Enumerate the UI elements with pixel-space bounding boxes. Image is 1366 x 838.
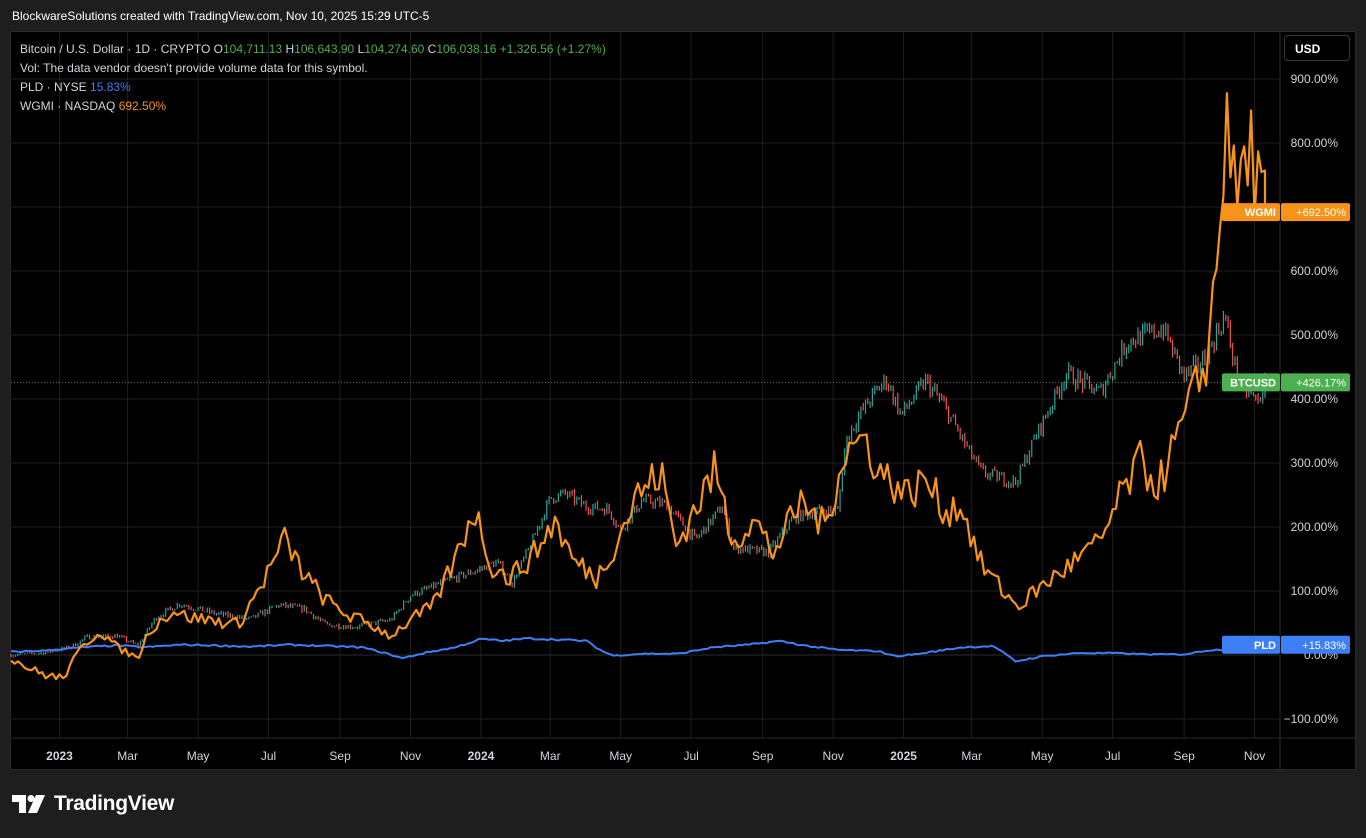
y-tick-label: 800.00%	[1291, 136, 1339, 150]
x-tick-label: 2024	[468, 749, 495, 763]
change-value: +1,326.56 (+1.27%)	[499, 42, 606, 56]
x-tick-label: Nov	[1244, 749, 1265, 763]
x-tick-label: May	[187, 749, 210, 763]
btc-badge-tag-bg	[1222, 373, 1280, 392]
y-tick-label: 300.00%	[1291, 456, 1339, 470]
x-tick-label: May	[609, 749, 632, 763]
x-tick-label: May	[1031, 749, 1054, 763]
tradingview-logo-icon	[12, 795, 45, 813]
grid-lines	[11, 32, 1355, 769]
x-tick-label: Mar	[117, 749, 138, 763]
wgmi-badge-tag-bg	[1222, 203, 1280, 222]
symbol-title: Bitcoin / U.S. Dollar · 1D · CRYPTO	[20, 42, 211, 56]
x-tick-label: Nov	[400, 749, 421, 763]
chart-caption: BlockwareSolutions created with TradingV…	[12, 9, 430, 23]
x-tick-label: Jul	[683, 749, 698, 763]
y-tick-label: 500.00%	[1291, 328, 1339, 342]
y-axis: 900.00% 800.00% 600.00% 500.00% 400.00% 300.0…	[1284, 72, 1339, 726]
y-tick-label: 100.00%	[1291, 584, 1339, 598]
wgmi-badge-value-bg	[1281, 203, 1350, 222]
x-tick-label: Sep	[752, 749, 774, 763]
pld-value: 15.83%	[90, 80, 131, 94]
tradingview-logo[interactable]: TradingView	[12, 792, 174, 816]
x-axis: 2023 Mar May Jul Sep Nov 2024 Mar May Jul Sep Nov 20…	[46, 749, 1265, 763]
wgmi-label: WGMI · NASDAQ	[20, 99, 116, 113]
y-tick-label: 900.00%	[1291, 72, 1339, 86]
x-tick-label: 2025	[890, 749, 917, 763]
high-value: 106,643.90	[294, 42, 355, 56]
btc-badge: BTCUSD +426.17%	[1222, 373, 1350, 392]
btc-badge-value-text: +426.17%	[1296, 377, 1346, 389]
x-tick-label: Mar	[961, 749, 982, 763]
wgmi-line	[10, 92, 1267, 681]
low-value: 104,274.60	[364, 42, 425, 56]
pld-label: PLD · NYSE	[20, 80, 87, 94]
series-layer	[10, 92, 1267, 681]
btc-badge-value-bg	[1281, 373, 1350, 392]
wgmi-badge-value-text: +692.50%	[1296, 207, 1346, 219]
y-tick-label: 600.00%	[1291, 264, 1339, 278]
btc-badge-tag-text: BTCUSD	[1230, 377, 1276, 389]
pld-badge-tag-bg	[1222, 635, 1280, 654]
y-tick-label: −100.00%	[1284, 712, 1339, 726]
x-tick-label: Sep	[1173, 749, 1195, 763]
y-tick-label: 400.00%	[1291, 392, 1339, 406]
price-badges: WGMI +692.50% BTCUSD +426.17% PLD +15.83%	[1222, 203, 1350, 654]
wgmi-badge: WGMI +692.50%	[1222, 203, 1350, 222]
open-label: O	[213, 42, 223, 56]
x-tick-label: Mar	[540, 749, 561, 763]
x-tick-label: Jul	[261, 749, 276, 763]
pld-badge-tag-text: PLD	[1254, 640, 1276, 652]
x-tick-label: Sep	[329, 749, 351, 763]
legend-pld-row[interactable]: PLD · NYSE 15.83%	[20, 78, 606, 97]
x-tick-label: Nov	[822, 749, 843, 763]
open-value: 104,711.13	[222, 42, 283, 56]
x-tick-label: Jul	[1105, 749, 1120, 763]
legend: Bitcoin / U.S. Dollar · 1D · CRYPTO O104…	[20, 40, 606, 116]
legend-main-row[interactable]: Bitcoin / U.S. Dollar · 1D · CRYPTO O104…	[20, 40, 606, 59]
pld-badge: PLD +15.83%	[1222, 635, 1350, 654]
pld-line	[10, 636, 1266, 663]
legend-volume-row: Vol: The data vendor doesn't provide vol…	[20, 61, 368, 75]
wgmi-value: 692.50%	[118, 99, 167, 113]
legend-wgmi-row[interactable]: WGMI · NASDAQ 692.50%	[20, 97, 606, 116]
high-label: H	[285, 42, 295, 56]
close-label: C	[427, 42, 437, 56]
pld-badge-value-text: +15.83%	[1302, 640, 1346, 652]
wgmi-badge-tag-text: WGMI	[1245, 207, 1276, 219]
x-tick-label: 2023	[46, 749, 73, 763]
low-label: L	[357, 42, 365, 56]
currency-button[interactable]: USD	[1284, 35, 1350, 61]
close-value: 106,038.16	[436, 42, 497, 56]
tradingview-logo-text: TradingView	[54, 792, 175, 815]
y-tick-label: 200.00%	[1291, 520, 1339, 534]
pld-badge-value-bg	[1281, 635, 1350, 654]
